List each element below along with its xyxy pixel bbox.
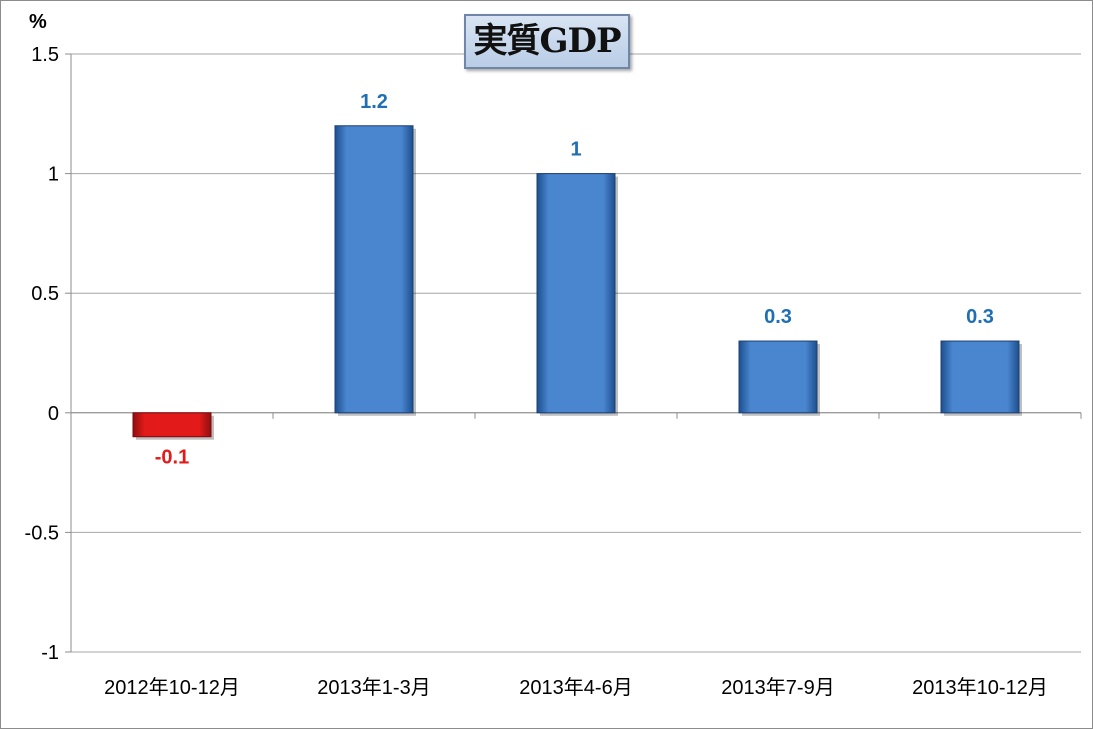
y-tick-label: 0.5 bbox=[31, 283, 59, 305]
x-category-label: 2013年1-3月 bbox=[317, 676, 430, 699]
x-category-label: 2013年4-6月 bbox=[519, 676, 632, 699]
x-category-label: 2013年10-12月 bbox=[912, 676, 1048, 699]
data-label: 1 bbox=[570, 139, 581, 161]
x-category-label: 2012年10-12月 bbox=[104, 676, 240, 699]
bars bbox=[132, 125, 1022, 440]
data-label: -0.1 bbox=[155, 447, 189, 469]
x-category-label: 2013年7-9月 bbox=[721, 676, 834, 699]
chart-title: 実質GDP bbox=[464, 14, 630, 69]
y-tick-label: 1.5 bbox=[31, 44, 59, 66]
data-label: 1.2 bbox=[360, 91, 388, 113]
bar bbox=[334, 125, 414, 414]
y-tick-label: 1 bbox=[48, 164, 59, 186]
y-tick-label: 0 bbox=[48, 403, 59, 425]
data-label: 0.3 bbox=[764, 306, 792, 328]
bar bbox=[536, 173, 616, 414]
bar bbox=[940, 340, 1020, 414]
bar bbox=[132, 412, 212, 438]
labels: -1 -0.5 0 0.5 1 1.5 -0.1 2012年10-12月 1.2 2013年1-3… bbox=[25, 44, 1048, 699]
y-tick-label: -0.5 bbox=[25, 522, 59, 544]
y-tick-label: -1 bbox=[41, 642, 59, 664]
bar bbox=[738, 340, 818, 414]
y-axis-unit-label: % bbox=[29, 11, 47, 33]
data-label: 0.3 bbox=[966, 306, 994, 328]
